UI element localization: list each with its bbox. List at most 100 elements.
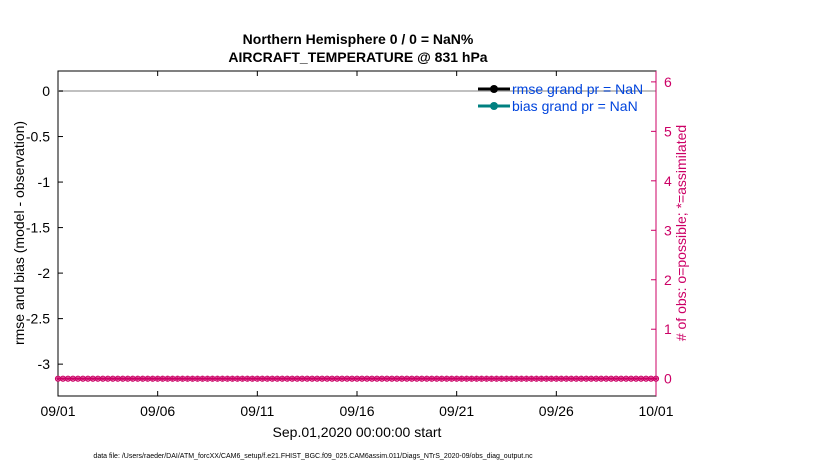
y-left-tick-label: -1: [38, 174, 51, 190]
chart-title: Northern Hemisphere 0 / 0 = NaN%: [243, 31, 474, 47]
obs-assimilated-marker: [90, 376, 96, 382]
obs-assimilated-marker: [254, 376, 260, 382]
obs-assimilated-marker: [334, 376, 340, 382]
obs-assimilated-marker: [299, 376, 305, 382]
x-tick-label: 09/26: [539, 403, 574, 419]
obs-count-markers: [54, 375, 660, 382]
obs-assimilated-marker: [633, 376, 639, 382]
x-axis-label: Sep.01,2020 00:00:00 start: [273, 424, 442, 440]
y-right-tick-label: 0: [664, 371, 672, 387]
obs-assimilated-marker: [170, 376, 176, 382]
x-tick-label: 09/16: [339, 403, 374, 419]
obs-assimilated-marker: [194, 376, 201, 382]
obs-assimilated-marker: [349, 376, 355, 382]
x-axis: 09/01 09/06 09/11 09/16 09/21 09/26 10/01: [40, 71, 674, 419]
obs-assimilated-marker: [244, 376, 250, 382]
y-right-tick-label: 2: [664, 272, 672, 288]
obs-assimilated-marker: [518, 376, 525, 382]
obs-assimilated-marker: [189, 376, 196, 382]
obs-assimilated-marker: [329, 376, 335, 382]
x-tick-label: 09/06: [140, 403, 175, 419]
obs-assimilated-marker: [140, 376, 146, 382]
obs-assimilated-marker: [364, 376, 370, 382]
obs-assimilated-marker: [638, 376, 644, 382]
obs-assimilated-marker: [533, 376, 539, 382]
obs-assimilated-marker: [279, 376, 285, 382]
obs-assimilated-marker: [309, 376, 315, 382]
obs-assimilated-marker: [65, 376, 71, 382]
obs-assimilated-marker: [239, 376, 245, 382]
obs-assimilated-marker: [593, 376, 599, 382]
obs-assimilated-marker: [543, 376, 549, 382]
obs-assimilated-marker: [224, 376, 231, 382]
obs-assimilated-marker: [70, 376, 76, 382]
obs-assimilated-marker: [135, 376, 141, 382]
obs-assimilated-marker: [429, 376, 435, 382]
obs-assimilated-marker: [234, 376, 240, 382]
obs-assimilated-marker: [120, 376, 126, 382]
obs-assimilated-marker: [394, 376, 400, 382]
obs-assimilated-marker: [160, 376, 166, 382]
obs-assimilated-marker: [289, 376, 295, 382]
obs-assimilated-marker: [508, 376, 515, 382]
y-right-tick-label: 3: [664, 222, 672, 238]
obs-assimilated-marker: [80, 376, 86, 382]
obs-assimilated-marker: [269, 376, 275, 382]
obs-assimilated-marker: [563, 376, 569, 382]
obs-assimilated-marker: [603, 376, 609, 382]
obs-assimilated-marker: [324, 376, 330, 382]
footer-data-file: data file: /Users/raeder/DAI/ATM_forcXX/…: [93, 453, 533, 460]
obs-assimilated-marker: [75, 376, 81, 382]
obs-assimilated-marker: [165, 376, 171, 382]
obs-assimilated-marker: [209, 376, 216, 382]
obs-assimilated-marker: [314, 376, 320, 382]
y-axis-right-label: # of obs: o=possible; *=assimilated: [673, 125, 689, 341]
obs-assimilated-marker: [249, 376, 255, 382]
obs-assimilated-marker: [439, 376, 445, 382]
y-left-tick-label: -1.5: [26, 220, 50, 236]
obs-assimilated-marker: [214, 376, 221, 382]
obs-assimilated-marker: [513, 376, 520, 382]
x-tick-label: 10/01: [638, 403, 673, 419]
obs-assimilated-marker: [434, 376, 440, 382]
obs-assimilated-marker: [319, 376, 325, 382]
legend: rmse grand pr = NaN bias grand pr = NaN: [478, 81, 643, 114]
obs-assimilated-marker: [259, 376, 265, 382]
obs-assimilated-marker: [100, 376, 106, 382]
obs-assimilated-marker: [115, 376, 121, 382]
y-left-tick-label: -2: [38, 265, 51, 281]
y-axis-left-label: rmse and bias (model - observation): [11, 121, 27, 345]
obs-assimilated-marker: [274, 376, 280, 382]
obs-assimilated-marker: [105, 376, 111, 382]
obs-assimilated-marker: [199, 376, 206, 382]
obs-assimilated-marker: [608, 376, 614, 382]
obs-assimilated-marker: [553, 376, 559, 382]
legend-bias-label: bias grand pr = NaN: [512, 98, 638, 114]
obs-assimilated-marker: [538, 376, 544, 382]
obs-assimilated-marker: [95, 376, 101, 382]
obs-assimilated-marker: [219, 376, 226, 382]
obs-assimilated-marker: [488, 376, 495, 382]
obs-assimilated-marker: [354, 376, 360, 382]
obs-assimilated-marker: [184, 376, 191, 382]
y-right-tick-label: 4: [664, 173, 672, 189]
obs-assimilated-marker: [110, 376, 116, 382]
legend-bias-marker: [490, 102, 498, 110]
obs-assimilated-marker: [204, 376, 211, 382]
obs-assimilated-marker: [503, 376, 510, 382]
obs-assimilated-marker: [444, 376, 450, 382]
obs-assimilated-marker: [409, 376, 415, 382]
obs-assimilated-marker: [558, 376, 564, 382]
obs-assimilated-marker: [464, 376, 470, 382]
obs-assimilated-marker: [643, 376, 649, 382]
obs-assimilated-marker: [583, 376, 589, 382]
obs-assimilated-marker: [304, 376, 310, 382]
obs-assimilated-marker: [399, 376, 405, 382]
obs-assimilated-marker: [573, 376, 579, 382]
obs-assimilated-marker: [175, 376, 181, 382]
obs-assimilated-marker: [528, 376, 535, 382]
obs-assimilated-marker: [284, 376, 290, 382]
obs-assimilated-marker: [628, 376, 634, 382]
obs-assimilated-marker: [498, 376, 505, 382]
